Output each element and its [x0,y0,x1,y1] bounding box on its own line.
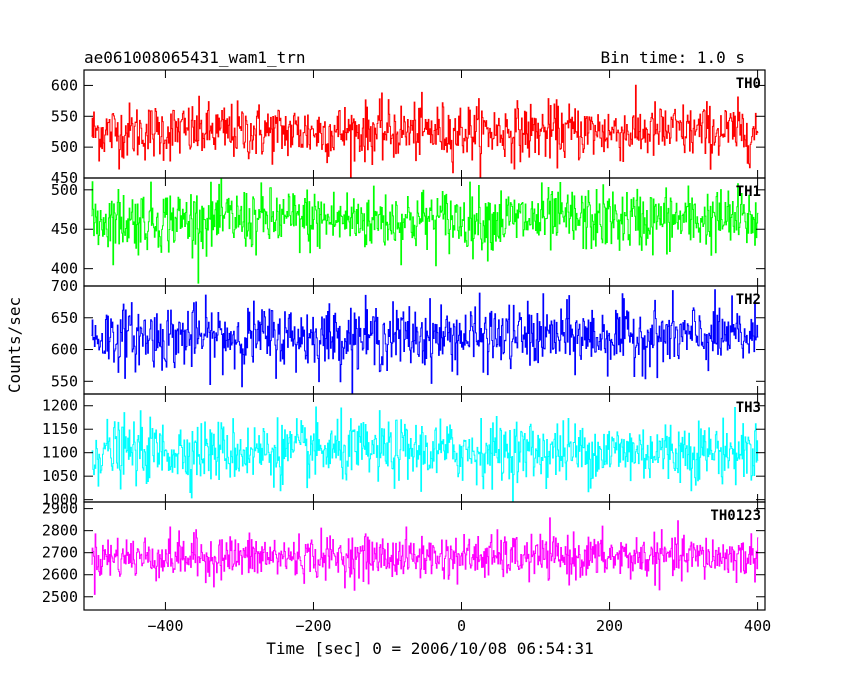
panel-th0: 450 500 550 600 TH0 [51,69,766,187]
y-tick-label: 2700 [42,544,78,562]
x-tick-label: −400 [147,617,183,635]
panel-label-th3: TH3 [736,400,761,416]
y-tick-label: 600 [51,76,78,94]
y-tick-label: 450 [51,169,78,187]
y-tick-label: 2600 [42,566,78,584]
x-tick-label: 0 [457,617,466,635]
chart-title: ae061008065431_wam1_trn [84,48,306,67]
y-tick-label: 1100 [42,444,78,462]
panel-label-th0123: TH0123 [710,508,761,524]
series-line-th0 [91,84,759,178]
panel-label-th0: TH0 [736,76,761,92]
x-tick-label: −200 [295,617,331,635]
y-tick-label: 650 [51,309,78,327]
bin-time-label: Bin time: 1.0 s [601,48,746,67]
panel-th2: 550 600 650 700 TH2 [51,277,766,395]
y-tick-label: 1150 [42,420,78,438]
y-tick-label: 550 [51,372,78,390]
series-line-th0123 [91,517,759,595]
y-tick-label: 2800 [42,522,78,540]
panel-frame [83,501,766,611]
panel-th1: 400 450 500 TH1 [51,177,766,287]
y-tick-label: 500 [51,181,78,199]
x-tick-label: 400 [744,617,771,635]
series-line-th3 [91,406,759,502]
y-tick-label: 2900 [42,500,78,518]
panel-label-th1: TH1 [736,184,761,200]
panel-frame [83,177,766,287]
x-axis: −400 −200 0 200 400 [147,617,771,635]
y-axis-title: Counts/sec [5,297,24,393]
panel-th0123: 2500 2600 2700 2800 2900 TH0123 [42,500,766,611]
series-line-th1 [91,178,759,284]
y-tick-label: 1200 [42,397,78,415]
x-tick-label: 200 [596,617,623,635]
y-tick-label: 550 [51,107,78,125]
y-tick-label: 700 [51,277,78,295]
y-tick-label: 1000 [42,491,78,509]
panel-th3: 1000 1050 1100 1150 1200 TH3 [42,393,766,509]
y-tick-label: 1050 [42,467,78,485]
series-line-th2 [91,289,759,394]
panel-label-th2: TH2 [736,292,761,308]
y-tick-label: 500 [51,138,78,156]
x-axis-title: Time [sec] 0 = 2006/10/08 06:54:31 [266,639,594,658]
y-tick-label: 450 [51,220,78,238]
y-tick-label: 2500 [42,588,78,606]
y-tick-label: 400 [51,260,78,278]
y-tick-label: 600 [51,341,78,359]
